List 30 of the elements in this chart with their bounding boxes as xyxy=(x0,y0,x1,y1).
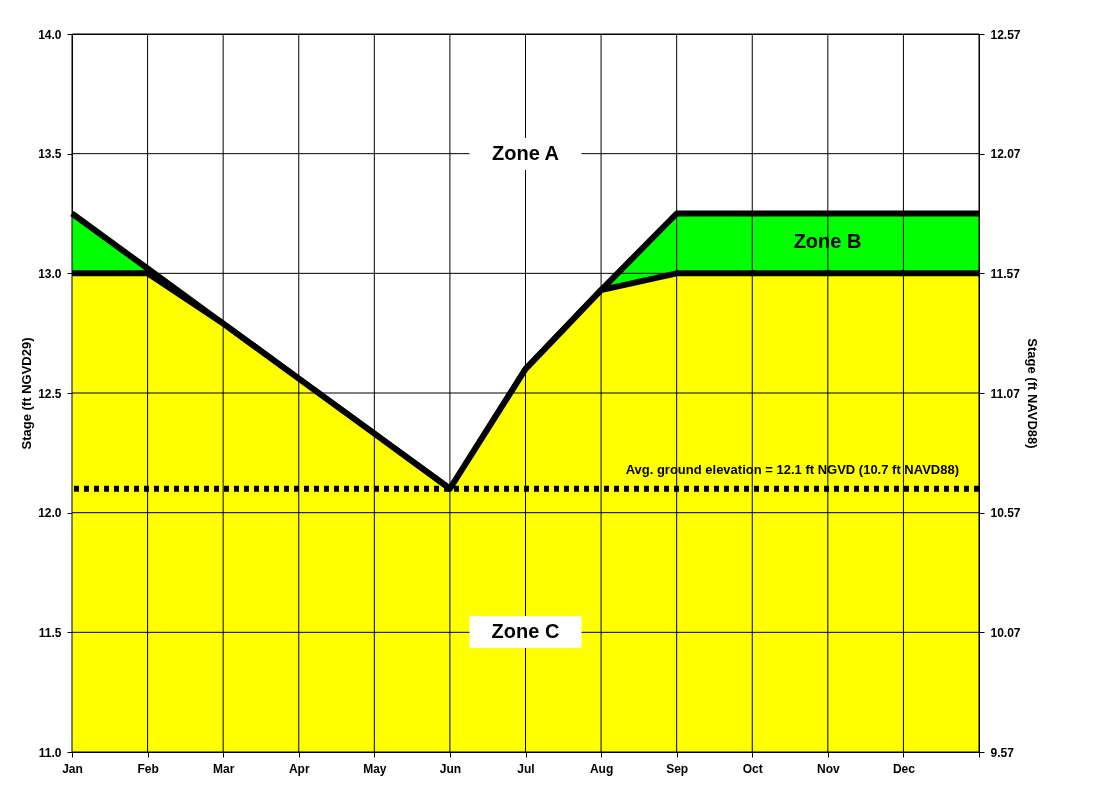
x-tick-label: May xyxy=(363,761,387,776)
y2-tick-label: 12.57 xyxy=(990,27,1021,42)
x-tick-label: Jun xyxy=(439,761,462,776)
y-tick-label: 11.5 xyxy=(38,625,62,640)
y2-tick-label: 11.57 xyxy=(990,266,1021,281)
y-tick-label: 12.5 xyxy=(38,386,62,401)
x-tick-label: Feb xyxy=(137,761,159,776)
y-tick-label: 13.5 xyxy=(38,147,62,162)
y2-tick-label: 11.07 xyxy=(990,386,1021,401)
x-tick-label: Nov xyxy=(817,761,840,776)
y2-tick-label: 9.57 xyxy=(990,745,1015,760)
x-tick-label: Jul xyxy=(517,761,535,776)
y2-tick-label: 12.07 xyxy=(990,147,1021,162)
x-tick-label: Apr xyxy=(288,761,310,776)
y-tick-label: 13.0 xyxy=(38,266,62,281)
annotation: Zone A xyxy=(491,141,560,164)
y-tick-label: 11.0 xyxy=(38,745,62,760)
y2-axis-title: Stage (ft NAVD88) xyxy=(1024,338,1040,449)
y-axis-title: Stage (ft NGVD29) xyxy=(19,337,35,450)
x-tick-label: Sep xyxy=(666,761,689,776)
y-tick-label: 12.0 xyxy=(38,506,62,521)
x-tick-label: Dec xyxy=(892,761,916,776)
annotation: Zone C xyxy=(491,620,560,643)
x-tick-label: Jan xyxy=(62,761,83,776)
y-tick-label: 14.0 xyxy=(38,27,62,42)
x-tick-label: Aug xyxy=(589,761,614,776)
x-tick-label: Oct xyxy=(742,761,763,776)
y2-tick-label: 10.07 xyxy=(990,625,1021,640)
x-tick-label: Mar xyxy=(212,761,235,776)
y2-tick-label: 10.57 xyxy=(990,506,1021,521)
